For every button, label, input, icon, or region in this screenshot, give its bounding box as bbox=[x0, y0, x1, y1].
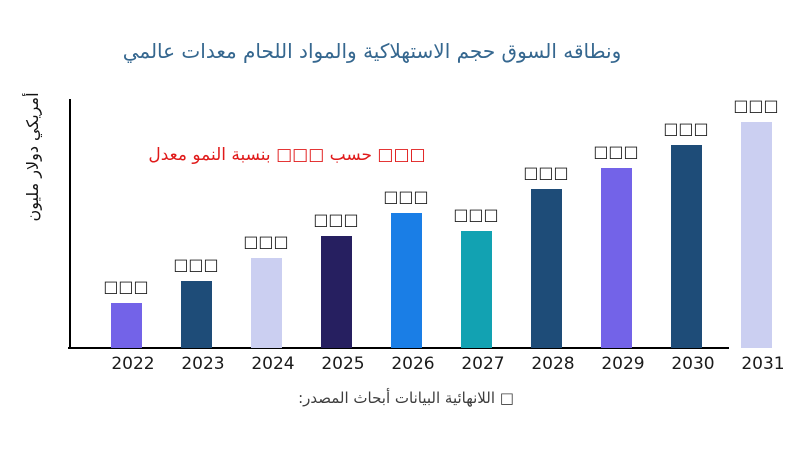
x-tick-2031: 2031 bbox=[741, 354, 785, 374]
bar-value-label-2025: □□□ bbox=[313, 210, 359, 229]
bar-value-label-2029: □□□ bbox=[593, 142, 639, 161]
x-tick-2030: 2030 bbox=[671, 354, 715, 374]
bar-2031 bbox=[740, 122, 772, 348]
x-tick-2028: 2028 bbox=[531, 354, 575, 374]
bar-value-label-2026: □□□ bbox=[383, 187, 429, 206]
bar-2029 bbox=[600, 168, 632, 348]
x-tick-2026: 2026 bbox=[391, 354, 435, 374]
x-tick-2025: 2025 bbox=[321, 354, 365, 374]
bar-2022 bbox=[110, 303, 142, 348]
x-axis-line bbox=[68, 347, 729, 349]
y-axis-line bbox=[69, 99, 71, 348]
bar-value-label-2027: □□□ bbox=[453, 205, 499, 224]
bar-value-label-2031: □□□ bbox=[733, 96, 779, 115]
bar-2027 bbox=[460, 231, 492, 348]
bar-2025 bbox=[320, 236, 352, 348]
bar-value-label-2024: □□□ bbox=[243, 232, 289, 251]
x-tick-2027: 2027 bbox=[461, 354, 505, 374]
bar-2024 bbox=[250, 258, 282, 348]
bar-value-label-2023: □□□ bbox=[173, 255, 219, 274]
x-tick-2029: 2029 bbox=[601, 354, 645, 374]
growth-rate-annotation: □□□ حسب □□□ بنسبة النمو معدل bbox=[148, 145, 426, 165]
source-note: □ اللانهائية البيانات أبحاث المصدر: bbox=[298, 389, 514, 407]
x-tick-2023: 2023 bbox=[181, 354, 225, 374]
bar-2028 bbox=[530, 189, 562, 348]
x-tick-2024: 2024 bbox=[251, 354, 295, 374]
bar-value-label-2028: □□□ bbox=[523, 163, 569, 182]
bar-2023 bbox=[180, 281, 212, 348]
bar-value-label-2022: □□□ bbox=[103, 277, 149, 296]
x-tick-2022: 2022 bbox=[111, 354, 155, 374]
bar-2030 bbox=[670, 145, 702, 348]
bar-2026 bbox=[390, 213, 422, 348]
chart-title: ونطاقه السوق حجم الاستهلاكية والمواد الل… bbox=[122, 39, 622, 63]
y-axis-title: أمريكي دولار مليون bbox=[23, 92, 42, 222]
bar-value-label-2030: □□□ bbox=[663, 119, 709, 138]
